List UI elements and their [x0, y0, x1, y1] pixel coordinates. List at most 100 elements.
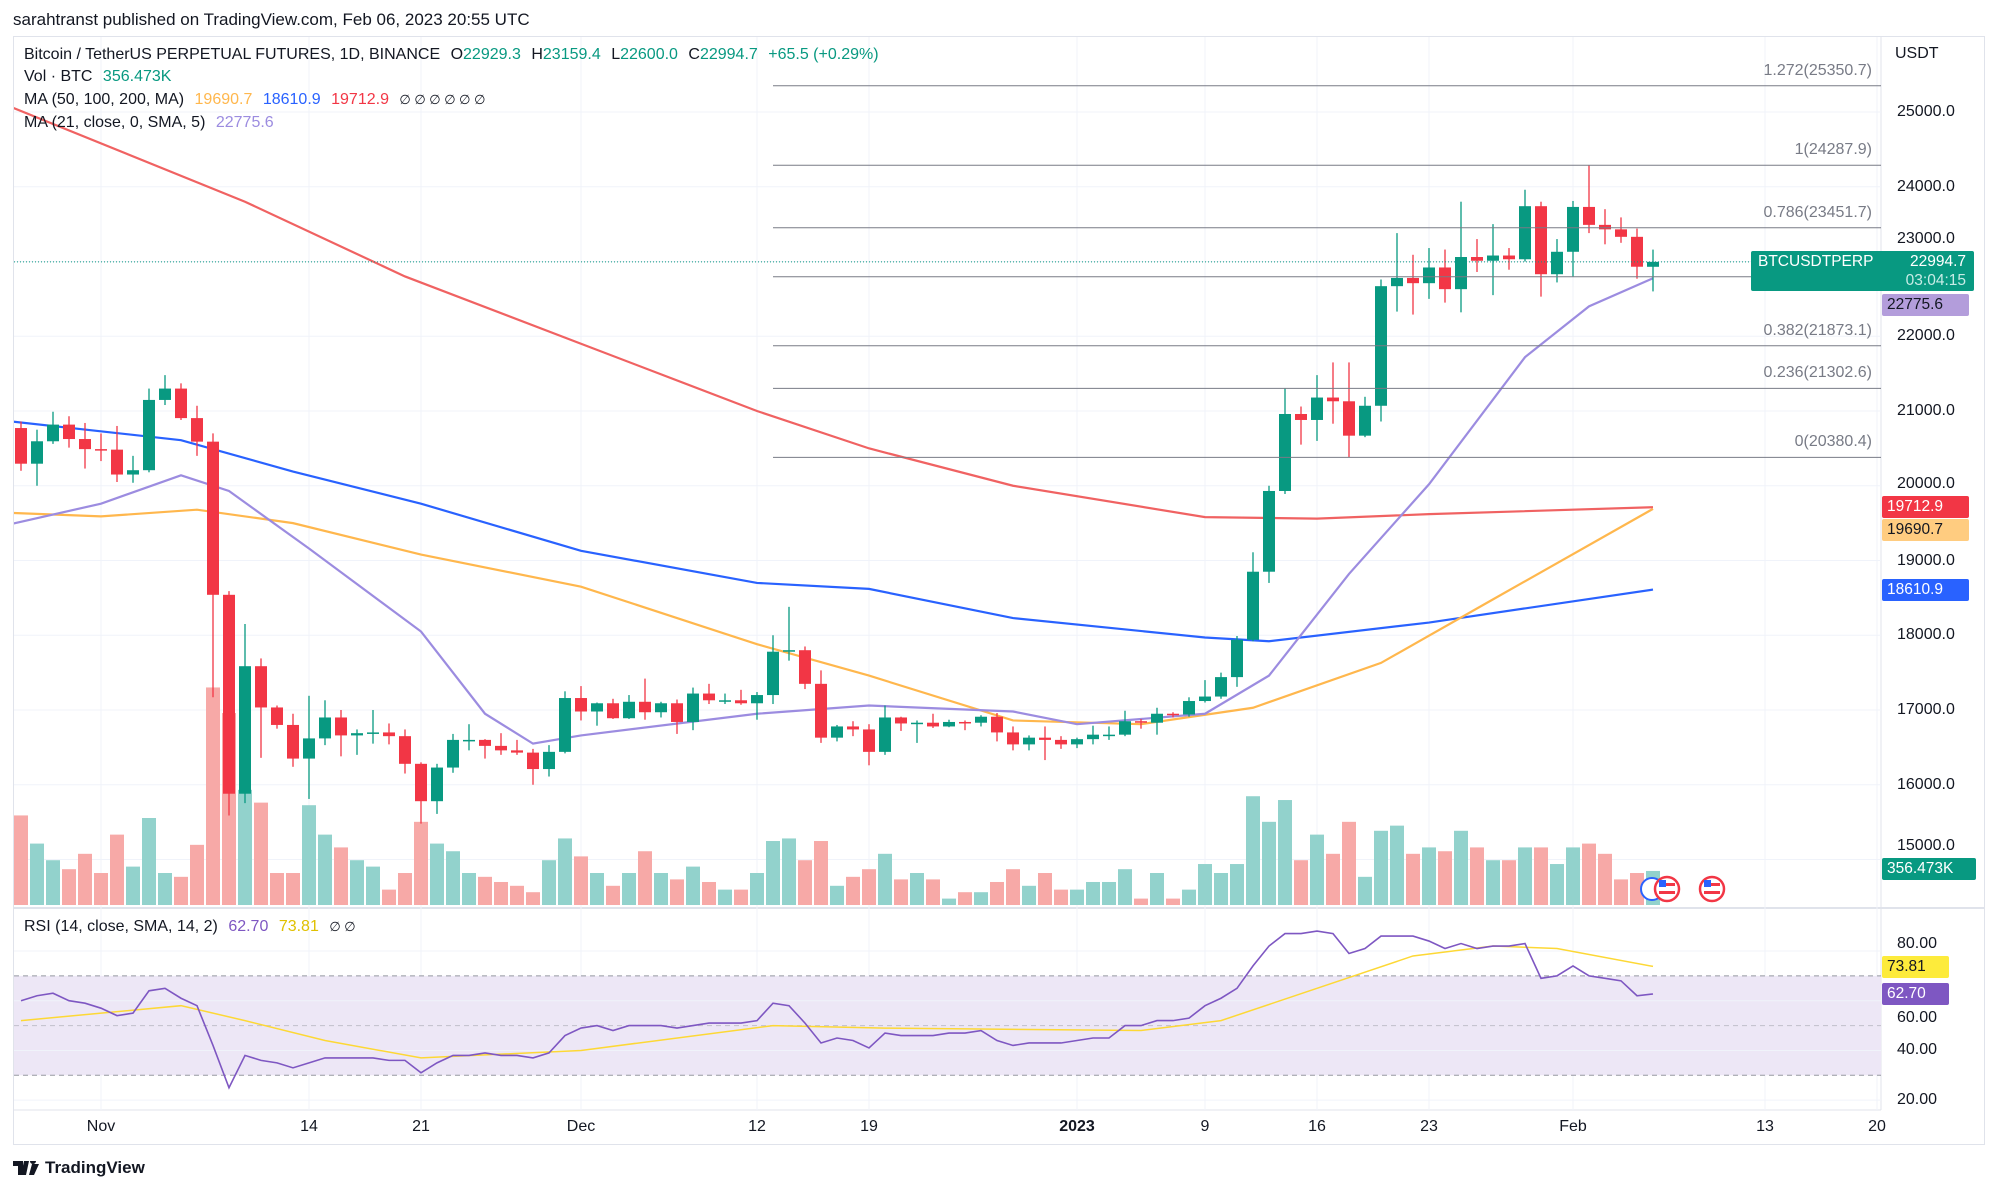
ma50-tag: 19690.7 [1882, 519, 1969, 541]
candle-body [463, 739, 475, 742]
candle-body [895, 717, 907, 724]
volume-bar [1406, 853, 1420, 905]
candle-body [1343, 401, 1355, 436]
volume-bar [430, 843, 444, 905]
volume-bar [798, 860, 812, 905]
time-axis-label: 20 [1868, 1118, 1886, 1135]
volume-bar [1294, 860, 1308, 905]
volume-bar [558, 838, 572, 905]
volume-bar [1038, 873, 1052, 905]
candle-body [495, 745, 507, 751]
volume-bar [910, 873, 924, 905]
ma21-label: MA (21, close, 0, SMA, 5) [24, 114, 206, 131]
volume-bar [302, 805, 316, 905]
moving-average-line-ma100 [14, 420, 1654, 643]
rsi-legend: RSI (14, close, SMA, 14, 2) 62.70 73.81 … [24, 918, 362, 936]
volume-bar [94, 873, 108, 905]
tradingview-logo[interactable]: TradingView [13, 1158, 145, 1178]
volume-bar [1550, 864, 1564, 905]
volume-bar [30, 843, 44, 905]
currency-label: USDT [1895, 45, 1939, 62]
candle-body [511, 750, 523, 753]
volume-bar [382, 889, 396, 905]
rsi-axis-label: 60.00 [1897, 1008, 1938, 1026]
volume-bar [686, 866, 700, 905]
price-axis-label: 24000.0 [1897, 177, 1955, 195]
time-axis-label: 12 [748, 1118, 766, 1135]
volume-bar [1534, 847, 1548, 905]
ma100-value: 18610.9 [262, 91, 321, 108]
candle-body [575, 698, 587, 712]
candle-body [1183, 701, 1195, 715]
candle-body [639, 701, 651, 713]
candle-body [671, 703, 683, 722]
fib-level-label: 1(24287.9) [1794, 141, 1872, 159]
us-flag-stripe [1659, 891, 1675, 894]
time-axis-label: Nov [86, 1118, 116, 1135]
candle-body [1615, 229, 1627, 237]
volume-bar [142, 817, 156, 905]
volume-bar [1598, 853, 1612, 905]
time-axis-label: 23 [1420, 1118, 1438, 1135]
symbol-tag-label: BTCUSDTPERP [1758, 253, 1874, 270]
volume-bar [1422, 847, 1436, 905]
ma21-value: 22775.6 [215, 114, 274, 131]
candle-body [799, 650, 811, 684]
ohlc-low: L22600.0 [611, 46, 678, 63]
us-flag-event-icon [1698, 875, 1726, 903]
ma50-value: 19690.7 [194, 91, 253, 108]
volume-bar [1438, 851, 1452, 905]
candle-body [1519, 206, 1531, 260]
candle-body [783, 650, 795, 652]
candle-body [159, 388, 171, 400]
fib-level-label: 0.786(23451.7) [1763, 203, 1872, 221]
volume-bar [126, 866, 140, 905]
volume-bar [1310, 834, 1324, 905]
candle-body [991, 716, 1003, 733]
candle-body [1567, 206, 1579, 252]
moving-average-line-ma50 [14, 507, 1654, 726]
tradingview-logo-icon [13, 1161, 39, 1175]
chart-panel[interactable] [13, 36, 1985, 1145]
us-flag-event-icon [1653, 875, 1681, 903]
ma-empty-values: ∅ ∅ ∅ ∅ ∅ ∅ [399, 92, 486, 107]
candle-body [1231, 639, 1243, 678]
ma-label: MA (50, 100, 200, MA) [24, 91, 185, 108]
candle-body [447, 739, 459, 768]
candle-body [319, 717, 331, 739]
candle-body [207, 441, 219, 595]
candle-body [607, 703, 619, 719]
candle-body [287, 724, 299, 759]
volume-bar [158, 873, 172, 905]
candle-body [111, 449, 123, 475]
candle-body [1327, 397, 1339, 402]
candle-body [559, 698, 571, 752]
candle-body [847, 726, 859, 730]
volume-bar [1230, 864, 1244, 905]
volume-bar [478, 876, 492, 905]
candle-body [1551, 251, 1563, 275]
rsi-ma-value: 73.81 [278, 918, 319, 935]
bar-countdown: 03:04:15 [1905, 272, 1966, 289]
candle-body [959, 721, 971, 724]
candle-body [1023, 737, 1035, 745]
candle-body [687, 693, 699, 722]
rsi-axis-label: 40.00 [1897, 1041, 1938, 1059]
volume-bar [1518, 847, 1532, 905]
candle-body [1039, 737, 1051, 740]
ma200-value: 19712.9 [331, 91, 389, 108]
volume-bar [750, 873, 764, 905]
candle-body [591, 703, 603, 712]
candle-body [47, 424, 59, 442]
volume-bar [1582, 843, 1596, 905]
volume-bar [1470, 847, 1484, 905]
candle-body [863, 729, 875, 752]
candle-body [399, 736, 411, 764]
candle-body [1167, 713, 1179, 716]
candle-body [1215, 677, 1227, 697]
price-axis-label: 22000.0 [1897, 327, 1955, 345]
candle-body [303, 738, 315, 759]
volume-bar [1214, 873, 1228, 905]
ohlc-open: O22929.3 [450, 46, 521, 63]
